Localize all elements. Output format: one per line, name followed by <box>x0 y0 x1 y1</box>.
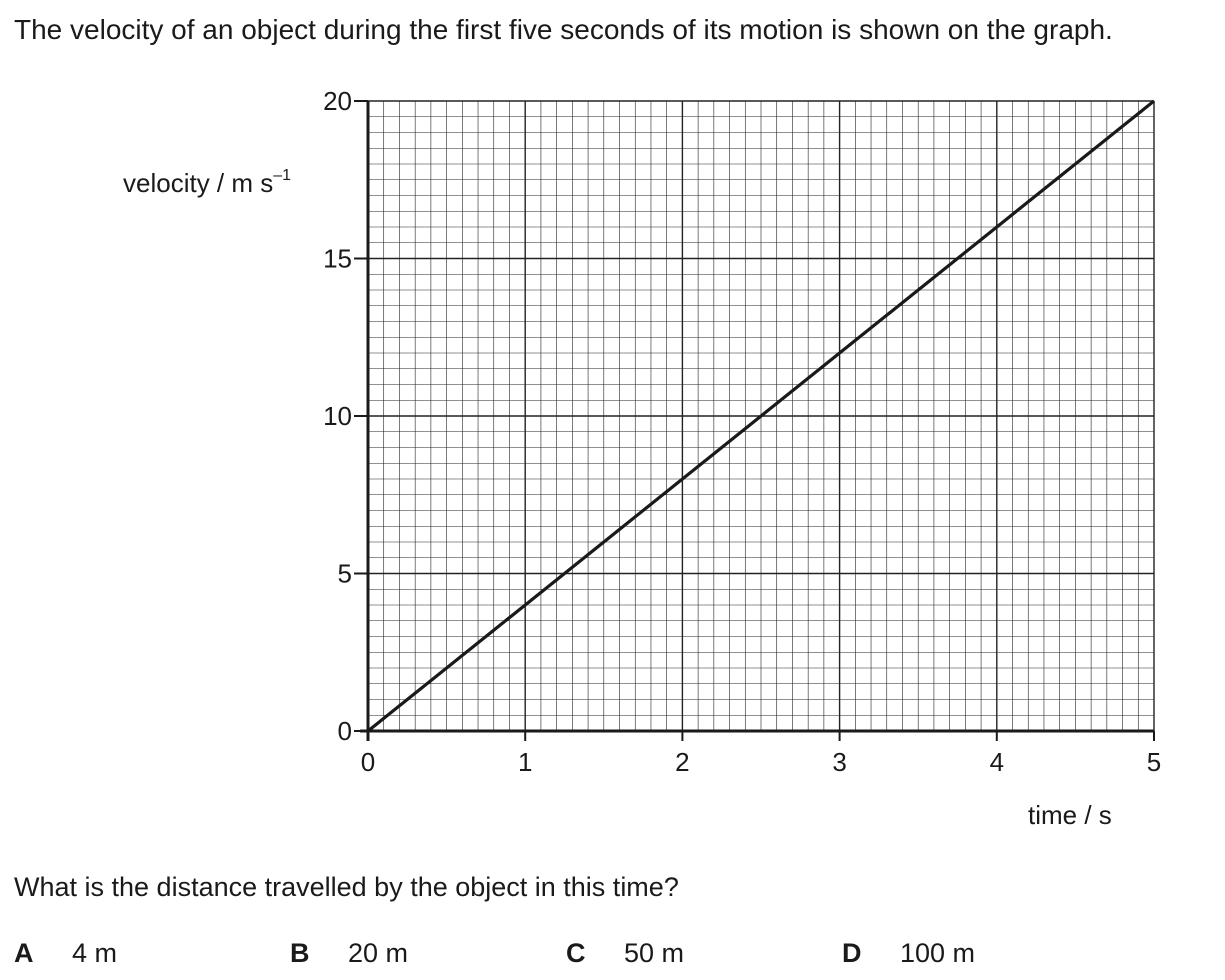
y-tick-label: 0 <box>338 716 352 746</box>
question-text: What is the distance travelled by the ob… <box>14 872 679 902</box>
answer-options: A 4 m B 20 m C 50 m D 100 m <box>14 938 1214 978</box>
y-axis-label: velocity / m s–1 <box>123 167 292 199</box>
velocity-line <box>366 99 1156 733</box>
option-b-text: 20 m <box>348 938 409 968</box>
option-a-letter: A <box>14 938 34 968</box>
intro-text: The velocity of an object during the fir… <box>14 14 1113 45</box>
y-tick-label: 20 <box>323 86 352 116</box>
x-tick-label: 1 <box>518 747 532 777</box>
option-d-letter: D <box>842 938 862 968</box>
y-tick-label: 5 <box>338 559 352 589</box>
option-a-text: 4 m <box>72 938 118 968</box>
option-a[interactable]: A 4 m <box>14 938 117 969</box>
y-axis-label-text: velocity / m s <box>123 168 274 198</box>
option-c[interactable]: C 50 m <box>566 938 684 969</box>
option-d[interactable]: D 100 m <box>842 938 975 969</box>
x-axis-label: time / s <box>1028 800 1112 830</box>
option-b[interactable]: B 20 m <box>290 938 408 969</box>
x-tick-label: 4 <box>990 747 1004 777</box>
velocity-time-chart: 0 1 2 3 4 5 0 5 10 15 20 <box>323 86 1161 777</box>
y-tick-label: 15 <box>323 244 352 274</box>
x-tick-label: 0 <box>361 747 375 777</box>
option-c-letter: C <box>566 938 586 968</box>
y-tick-label: 10 <box>323 401 352 431</box>
option-d-text: 100 m <box>900 938 976 968</box>
option-c-text: 50 m <box>624 938 685 968</box>
x-tick-label: 2 <box>675 747 689 777</box>
x-tick-label: 5 <box>1147 747 1161 777</box>
y-axis-label-superscript: –1 <box>273 167 292 185</box>
x-tick-label: 3 <box>832 747 846 777</box>
option-b-letter: B <box>290 938 310 968</box>
